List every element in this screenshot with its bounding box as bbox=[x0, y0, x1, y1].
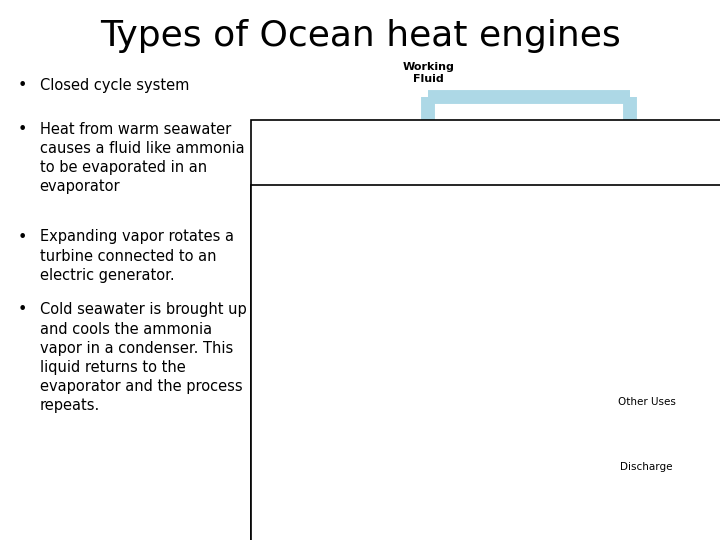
Text: Working
Fluid: Working Fluid bbox=[402, 62, 454, 84]
FancyBboxPatch shape bbox=[518, 292, 612, 346]
Text: Other Uses: Other Uses bbox=[618, 397, 675, 407]
Text: Closed cycle system: Closed cycle system bbox=[40, 78, 189, 93]
Text: Heat from warm seawater
causes a fluid like ammonia
to be evaporated in an
evapo: Heat from warm seawater causes a fluid l… bbox=[40, 122, 244, 194]
Text: Generator: Generator bbox=[625, 120, 688, 131]
Text: Cold
Seawater: Cold Seawater bbox=[464, 483, 523, 505]
Text: •: • bbox=[18, 230, 27, 245]
Text: •: • bbox=[18, 302, 27, 318]
FancyBboxPatch shape bbox=[392, 211, 504, 251]
Text: Types of Ocean heat engines: Types of Ocean heat engines bbox=[99, 19, 621, 53]
FancyBboxPatch shape bbox=[251, 120, 720, 540]
FancyBboxPatch shape bbox=[608, 346, 691, 508]
Circle shape bbox=[469, 341, 510, 372]
Text: Discharge: Discharge bbox=[621, 462, 672, 471]
Text: Heat Exchanger
(Evaporator): Heat Exchanger (Evaporator) bbox=[289, 207, 387, 228]
Text: Warm
Seawater: Warm Seawater bbox=[346, 478, 405, 500]
Text: Heat Exchanger
(Condenser): Heat Exchanger (Condenser) bbox=[494, 359, 593, 381]
Text: •: • bbox=[18, 78, 27, 93]
FancyBboxPatch shape bbox=[251, 185, 720, 540]
Text: •: • bbox=[18, 122, 27, 137]
Text: Cold seawater is brought up
and cools the ammonia
vapor in a condenser. This
liq: Cold seawater is brought up and cools th… bbox=[40, 302, 246, 414]
Polygon shape bbox=[594, 135, 625, 167]
FancyBboxPatch shape bbox=[629, 137, 683, 165]
Text: Expanding vapor rotates a
turbine connected to an
electric generator.: Expanding vapor rotates a turbine connec… bbox=[40, 230, 233, 283]
